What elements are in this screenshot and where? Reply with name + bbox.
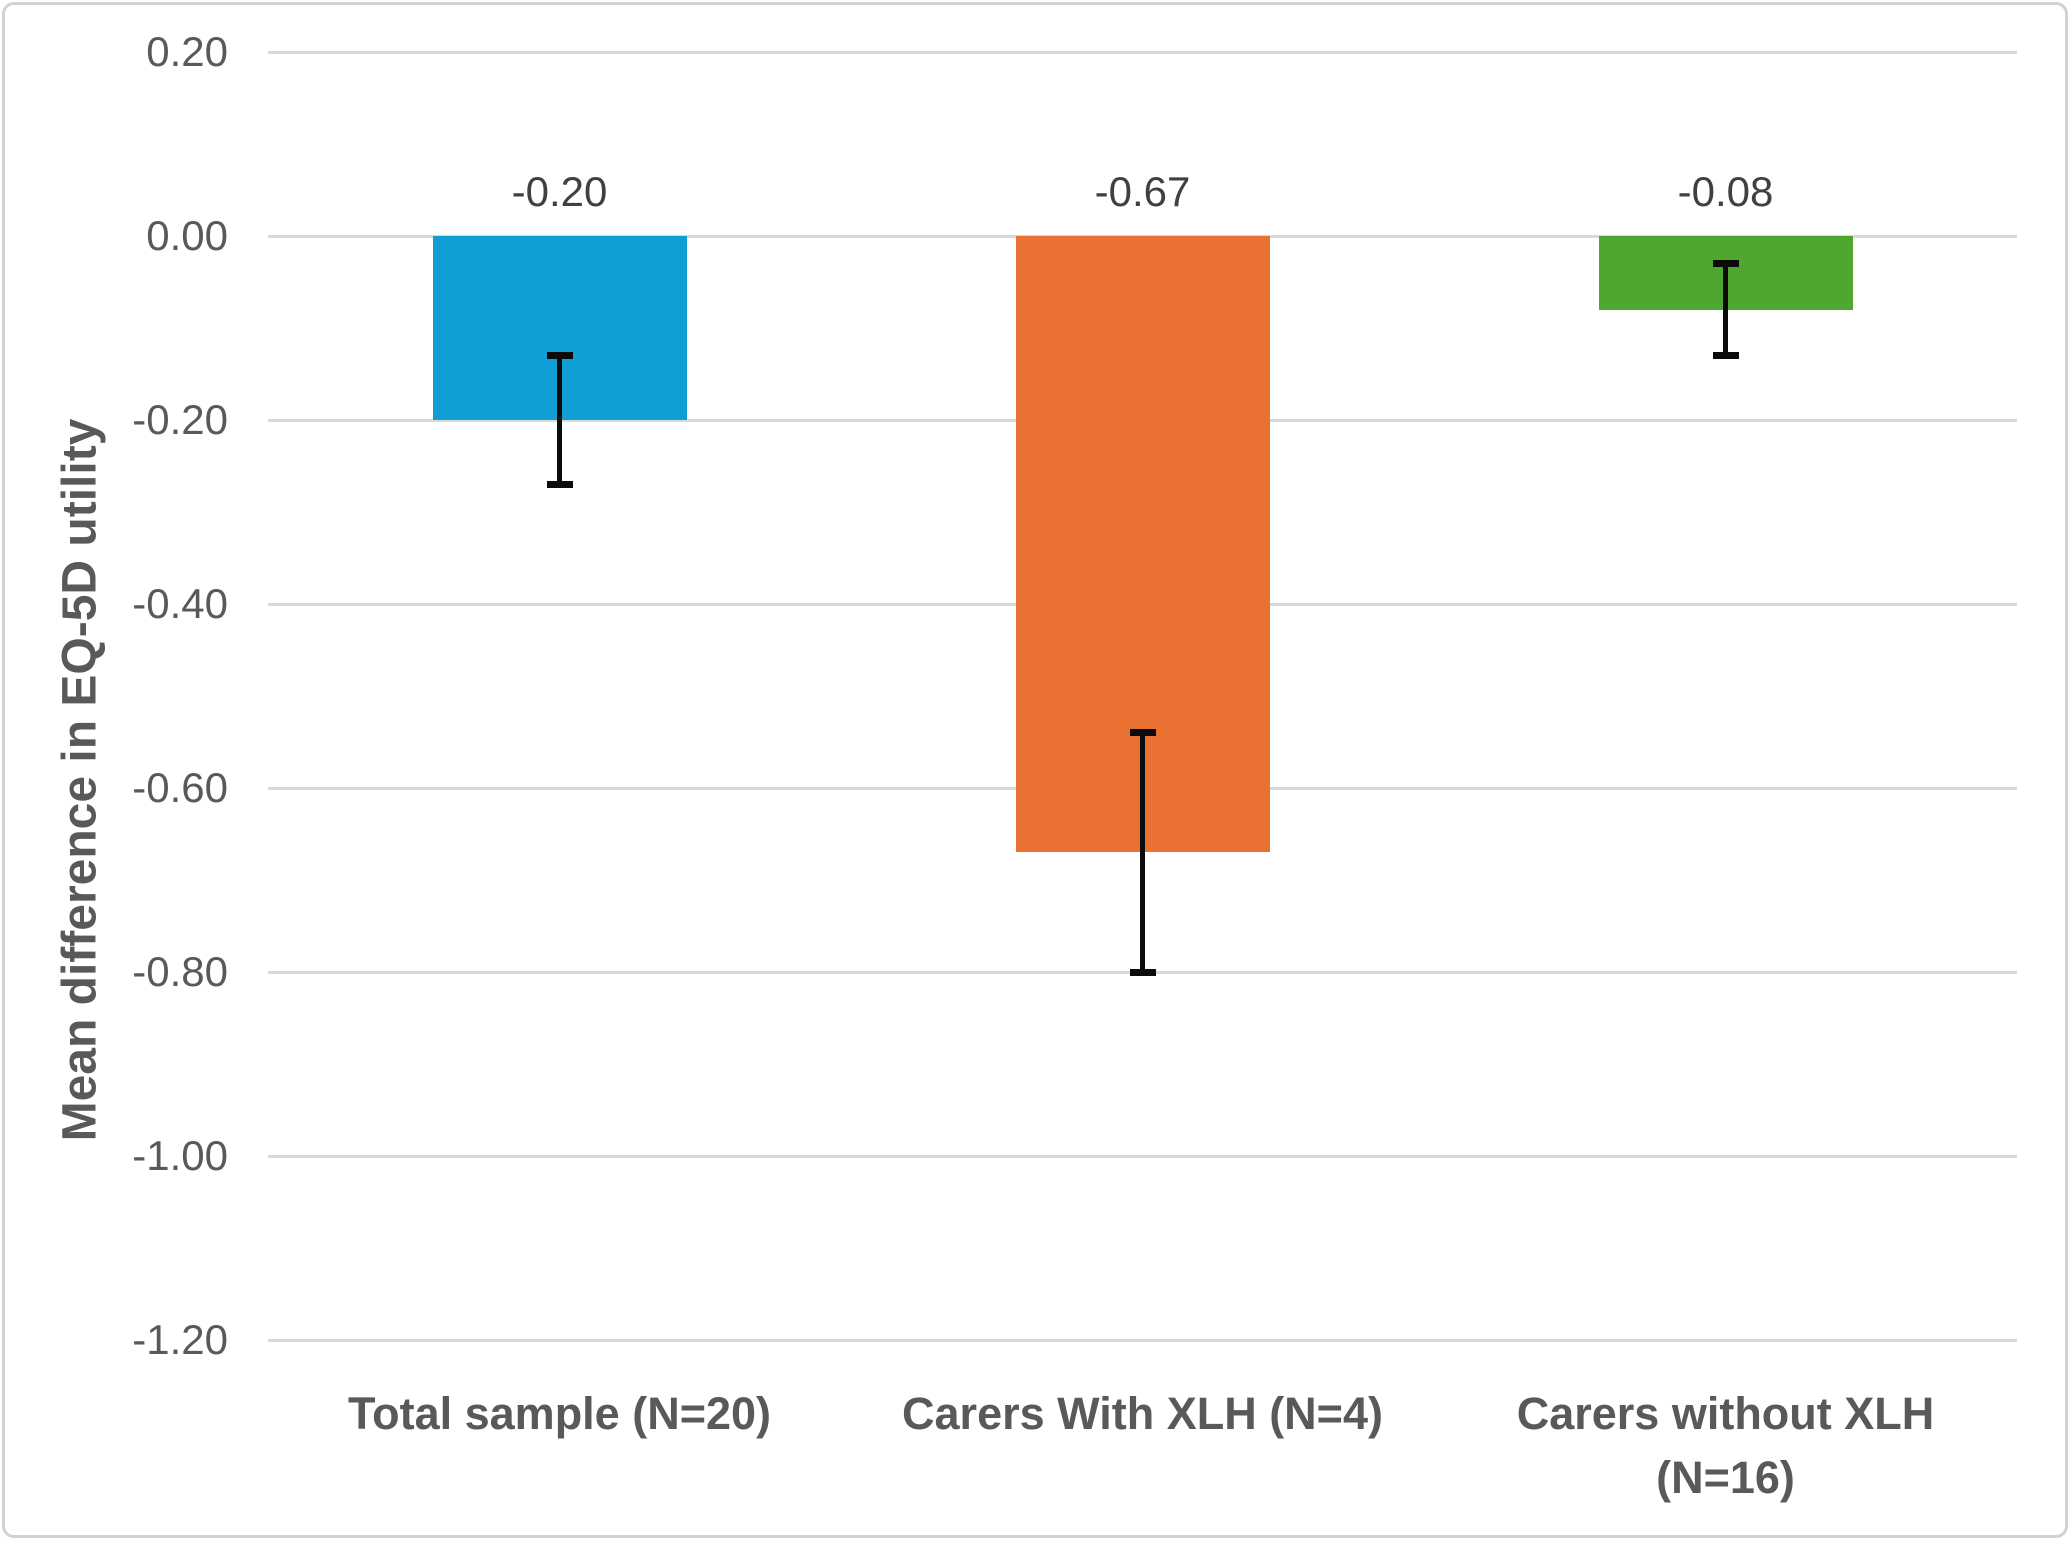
error-bar-carers-without-xlh-n-16 xyxy=(1723,263,1728,356)
data-label-carers-without-xlh-n-16: -0.08 xyxy=(1677,168,1774,215)
y-tick-label--0.80: -0.80 xyxy=(132,948,228,995)
y-tick-label--0.60: -0.60 xyxy=(132,764,228,811)
gridline--1.20 xyxy=(268,1338,2017,1342)
y-tick-label-0.20: 0.20 xyxy=(146,28,228,75)
error-bar-carers-with-xlh-n-4 xyxy=(1140,732,1145,972)
category-label-total-sample-n-20: Total sample (N=20) xyxy=(347,1388,772,1439)
error-bar-cap-top-total-sample-n-20 xyxy=(546,352,573,360)
category-label-carers-without-xlh-n-16: Carers without XLH (N=16) xyxy=(1516,1388,1935,1503)
error-bar-cap-bottom-carers-without-xlh-n-16 xyxy=(1712,352,1739,360)
error-bar-cap-bottom-total-sample-n-20 xyxy=(546,480,573,488)
error-bar-total-sample-n-20 xyxy=(557,355,562,485)
error-bar-cap-top-carers-with-xlh-n-4 xyxy=(1129,729,1156,737)
data-label-carers-with-xlh-n-4: -0.67 xyxy=(1094,168,1191,215)
y-tick-label-0.00: 0.00 xyxy=(146,212,228,259)
y-tick-label--0.20: -0.20 xyxy=(132,396,228,443)
error-bar-cap-bottom-carers-with-xlh-n-4 xyxy=(1129,968,1156,976)
error-bar-cap-top-carers-without-xlh-n-16 xyxy=(1712,260,1739,268)
category-label-carers-with-xlh-n-4: Carers With XLH (N=4) xyxy=(902,1388,1383,1439)
gridline--1.00 xyxy=(268,1154,2017,1158)
data-label-total-sample-n-20: -0.20 xyxy=(511,168,608,215)
y-tick-label--0.40: -0.40 xyxy=(132,580,228,627)
y-tick-label--1.00: -1.00 xyxy=(132,1132,228,1179)
y-tick-label--1.20: -1.20 xyxy=(132,1316,228,1363)
gridline-0.20 xyxy=(268,50,2017,54)
